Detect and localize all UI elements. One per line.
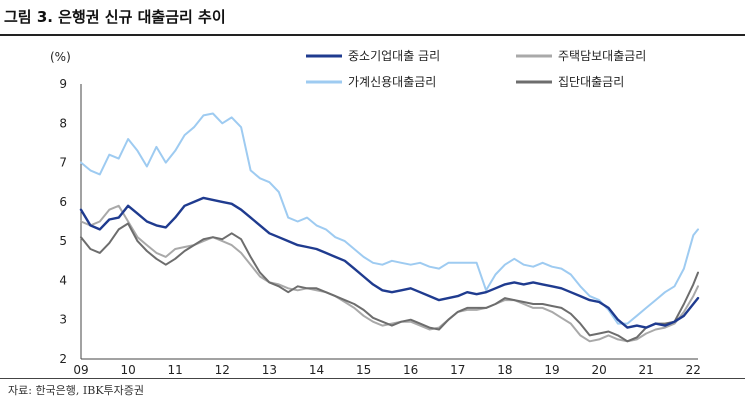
y-tick-label: 5 <box>59 234 67 248</box>
source-note: 자료: 한국은행, IBK투자증권 <box>8 384 145 397</box>
y-tick-label: 6 <box>59 195 67 209</box>
x-tick-label: 10 <box>120 363 135 377</box>
y-tick-label: 4 <box>59 273 67 287</box>
series-lines <box>79 112 700 343</box>
x-tick-label: 21 <box>639 363 654 377</box>
legend-label-0: 중소기업대출 금리 <box>348 49 440 63</box>
x-tick-label: 16 <box>403 363 418 377</box>
x-tick-label: 13 <box>262 363 277 377</box>
legend-label-2: 가계신용대출금리 <box>348 75 436 89</box>
y-tick-label: 2 <box>59 352 67 366</box>
legend-label-1: 주택담보대출금리 <box>558 49 646 63</box>
x-axis-ticks: 09 10 11 12 13 14 15 16 17 18 19 20 21 22 <box>73 363 701 377</box>
title-divider <box>0 34 745 36</box>
series-line-0 <box>79 196 700 329</box>
series-line-2 <box>80 112 699 325</box>
x-tick-label: 18 <box>497 363 512 377</box>
legend-label-3: 집단대출금리 <box>558 75 624 89</box>
line-chart: (%) 2 3 4 5 6 7 8 9 09 10 11 12 13 14 15 16 17 18 19 20 21 2… <box>50 49 701 377</box>
series-line-1 <box>80 204 699 343</box>
y-axis-unit-label: (%) <box>50 50 71 64</box>
y-tick-label: 3 <box>59 313 67 327</box>
y-axis-ticks: 2 3 4 5 6 7 8 9 <box>59 77 67 366</box>
chart-axes <box>80 84 698 360</box>
x-tick-label: 20 <box>591 363 606 377</box>
x-tick-label: 14 <box>309 363 324 377</box>
y-tick-label: 8 <box>59 116 67 130</box>
series-line-3 <box>80 222 699 343</box>
x-tick-label: 15 <box>356 363 371 377</box>
x-tick-label: 22 <box>686 363 701 377</box>
source-divider <box>0 378 745 379</box>
x-tick-label: 09 <box>73 363 88 377</box>
x-tick-label: 19 <box>544 363 559 377</box>
x-tick-label: 17 <box>450 363 465 377</box>
x-tick-label: 12 <box>215 363 230 377</box>
y-tick-label: 7 <box>59 156 67 170</box>
y-tick-label: 9 <box>59 77 67 91</box>
x-tick-label: 11 <box>168 363 183 377</box>
figure-title: 그림 3. 은행권 신규 대출금리 추이 <box>4 8 226 26</box>
